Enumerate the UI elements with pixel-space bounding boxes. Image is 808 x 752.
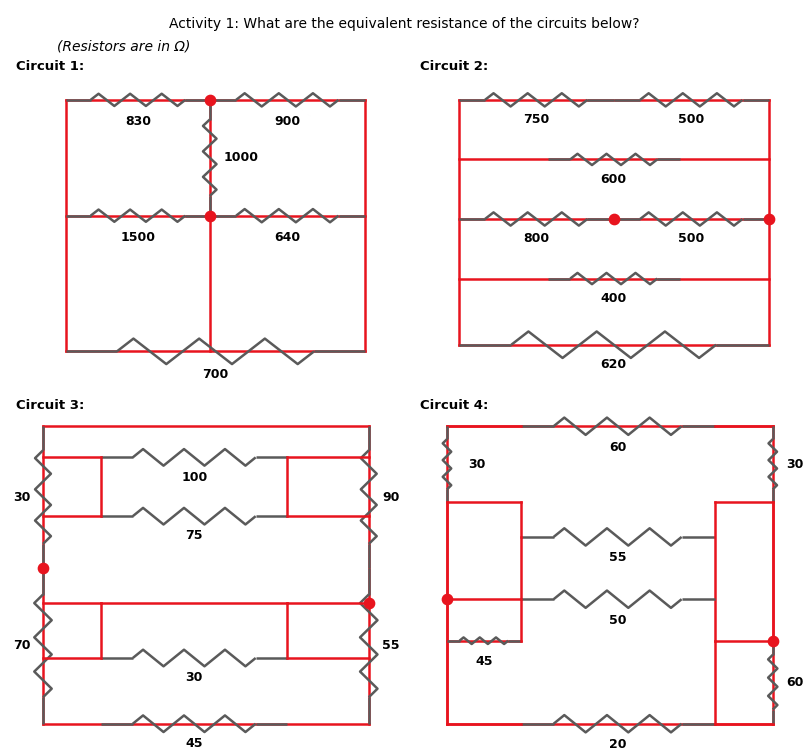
Text: 30: 30 (786, 458, 804, 471)
Text: 500: 500 (678, 113, 705, 126)
Text: 75: 75 (186, 529, 203, 542)
Point (36, 562, 49, 574)
Text: 750: 750 (523, 113, 549, 126)
Text: 70: 70 (13, 639, 31, 653)
Text: 90: 90 (382, 490, 400, 504)
Text: 900: 900 (274, 115, 301, 128)
Text: 60: 60 (609, 441, 626, 453)
Text: 1000: 1000 (223, 151, 259, 164)
Text: (Resistors are in Ω): (Resistors are in Ω) (57, 39, 190, 53)
Text: 800: 800 (523, 232, 549, 245)
Text: 20: 20 (609, 738, 626, 751)
Text: 30: 30 (186, 671, 203, 684)
Text: 600: 600 (600, 173, 627, 186)
Text: Circuit 1:: Circuit 1: (16, 60, 84, 73)
Text: 45: 45 (475, 655, 493, 669)
Text: 1500: 1500 (120, 231, 155, 244)
Text: 45: 45 (186, 737, 203, 750)
Point (204, 210, 217, 222)
Text: 55: 55 (609, 551, 626, 565)
Text: 100: 100 (181, 471, 208, 484)
Text: 500: 500 (678, 232, 705, 245)
Text: 640: 640 (274, 231, 301, 244)
Text: 60: 60 (786, 676, 804, 689)
Point (766, 635, 779, 647)
Text: Circuit 4:: Circuit 4: (420, 399, 488, 412)
Text: 30: 30 (469, 458, 486, 471)
Text: 50: 50 (609, 614, 626, 626)
Point (608, 213, 621, 225)
Point (440, 593, 453, 605)
Text: 30: 30 (13, 490, 31, 504)
Text: Activity 1: What are the equivalent resistance of the circuits below?: Activity 1: What are the equivalent resi… (169, 17, 639, 31)
Text: 830: 830 (125, 115, 151, 128)
Point (763, 213, 776, 225)
Text: Circuit 3:: Circuit 3: (16, 399, 84, 412)
Point (362, 596, 375, 608)
Point (204, 94, 217, 106)
Text: 620: 620 (600, 358, 627, 371)
Text: Circuit 2:: Circuit 2: (420, 60, 488, 73)
Text: 700: 700 (203, 368, 229, 381)
Text: 400: 400 (600, 292, 627, 305)
Text: 55: 55 (382, 639, 400, 653)
